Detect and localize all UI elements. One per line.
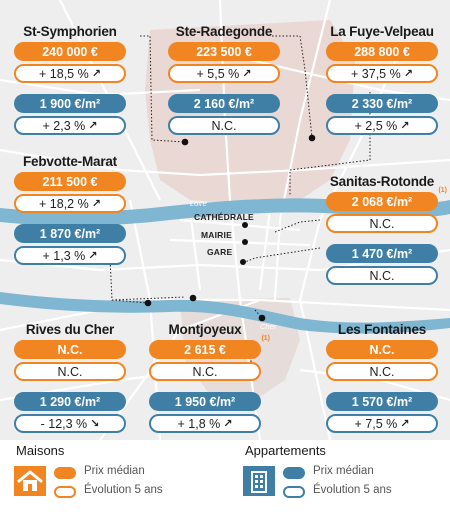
trend-down-icon: ↘	[90, 418, 100, 430]
trend-up-icon: ↗	[91, 68, 101, 80]
apartment-evolution: + 2,5 % ↗	[326, 116, 438, 135]
district-name: Ste-Radegonde	[175, 24, 273, 39]
apartment-evolution: + 1,8 % ↗	[149, 414, 261, 433]
apartment-median-price: 1 470 €/m²	[326, 244, 438, 263]
district-st-symphorien: St-Symphorien 240 000 € + 18,5 % ↗ 1 900 …	[14, 24, 126, 135]
legend-appartements-evolution-swatch	[283, 486, 305, 498]
apartment-evolution: + 7,5 % ↗	[326, 414, 438, 433]
house-icon	[14, 466, 46, 496]
district-febvotte-marat: Febvotte-Marat 211 500 € + 18,2 % ↗ 1 870…	[14, 154, 126, 265]
apartment-median-price: 2 160 €/m²	[168, 94, 280, 113]
district-name: Montjoyeux	[168, 322, 242, 337]
district-name: Rives du Cher	[25, 322, 115, 337]
loire-label: Loire	[190, 199, 207, 208]
house-evolution: N.C.	[326, 214, 438, 233]
house-evolution: N.C.	[326, 362, 438, 381]
district-name: Febvotte-Marat	[23, 154, 117, 169]
trend-up-icon: ↗	[88, 120, 98, 132]
gare-label: GARE	[207, 247, 233, 257]
trend-up-icon: ↗	[400, 120, 410, 132]
apartment-median-price: 1 950 €/m²	[149, 392, 261, 411]
footnote-marker: (1)	[438, 187, 447, 194]
house-evolution: + 18,2 % ↗	[14, 194, 126, 213]
house-evolution: N.C.	[149, 362, 261, 381]
district-name: St-Symphorien	[23, 24, 117, 39]
apartment-median-price: 1 570 €/m²	[326, 392, 438, 411]
house-median-price: 288 800 €	[326, 42, 438, 61]
trend-up-icon: ↗	[88, 250, 98, 262]
trend-up-icon: ↗	[91, 198, 101, 210]
apartment-median-price: 1 870 €/m²	[14, 224, 126, 243]
house-median-price: 240 000 €	[14, 42, 126, 61]
apartment-evolution: - 12,3 % ↘	[14, 414, 126, 433]
district-sanitas-rotonde: Sanitas-Rotonde 2 068 €/m² (1) N.C. 1 470…	[326, 174, 447, 285]
house-median-price: 2 068 €/m² (1)	[326, 187, 447, 211]
legend-maisons-median-label: Prix médian	[84, 465, 145, 477]
legend-appartements-median-label: Prix médian	[313, 465, 374, 477]
trend-up-icon: ↗	[223, 418, 233, 430]
legend-maisons-evolution-label: Évolution 5 ans	[84, 484, 163, 496]
district-name: Les Fontaines	[337, 322, 427, 337]
district-ste-radegonde: Ste-Radegonde 223 500 € + 5,5 % ↗ 2 160 €…	[168, 24, 280, 135]
legend-appartements-median-swatch	[283, 467, 305, 479]
house-evolution: N.C.	[14, 362, 126, 381]
apartment-evolution: + 2,3 % ↗	[14, 116, 126, 135]
legend-appartements-title: Appartements	[245, 443, 326, 458]
cher-label: Cher	[260, 322, 277, 331]
legend-appartements-evolution-label: Évolution 5 ans	[313, 484, 392, 496]
district-montjoyeux: Montjoyeux 2 615 € (1) N.C. 1 950 €/m² + …	[149, 322, 270, 433]
house-median-price: 2 615 € (1)	[149, 335, 270, 359]
legend-maisons-median-swatch	[54, 467, 76, 479]
district-name: La Fuye-Velpeau	[330, 24, 434, 39]
trend-up-icon: ↗	[403, 68, 413, 80]
legend-maisons-title: Maisons	[16, 443, 65, 458]
cathedrale-label: CATHÉDRALE	[194, 212, 254, 222]
house-evolution: + 37,5 % ↗	[326, 64, 438, 83]
house-median-price: N.C.	[326, 340, 438, 359]
legend-maisons-evolution-swatch	[54, 486, 76, 498]
cher-river	[0, 292, 450, 334]
apartment-evolution: + 1,3 % ↗	[14, 246, 126, 265]
district-la-fuye-velpeau: La Fuye-Velpeau 288 800 € + 37,5 % ↗ 2 33…	[326, 24, 438, 135]
apartment-evolution: N.C.	[326, 266, 438, 285]
apartment-median-price: 1 290 €/m²	[14, 392, 126, 411]
building-icon	[243, 466, 275, 496]
district-les-fontaines: Les Fontaines N.C. N.C. 1 570 €/m² + 7,5…	[326, 322, 438, 433]
house-median-price: 223 500 €	[168, 42, 280, 61]
district-rives-du-cher: Rives du Cher N.C. N.C. 1 290 €/m² - 12,…	[14, 322, 126, 433]
district-name: Sanitas-Rotonde	[329, 174, 435, 189]
footnote-marker: (1)	[261, 335, 270, 342]
house-median-price: N.C.	[14, 340, 126, 359]
trend-up-icon: ↗	[242, 68, 252, 80]
house-evolution: + 18,5 % ↗	[14, 64, 126, 83]
apartment-evolution: N.C.	[168, 116, 280, 135]
house-median-price: 211 500 €	[14, 172, 126, 191]
house-evolution: + 5,5 % ↗	[168, 64, 280, 83]
apartment-median-price: 2 330 €/m²	[326, 94, 438, 113]
trend-up-icon: ↗	[400, 418, 410, 430]
apartment-median-price: 1 900 €/m²	[14, 94, 126, 113]
mairie-label: MAIRIE	[201, 230, 232, 240]
